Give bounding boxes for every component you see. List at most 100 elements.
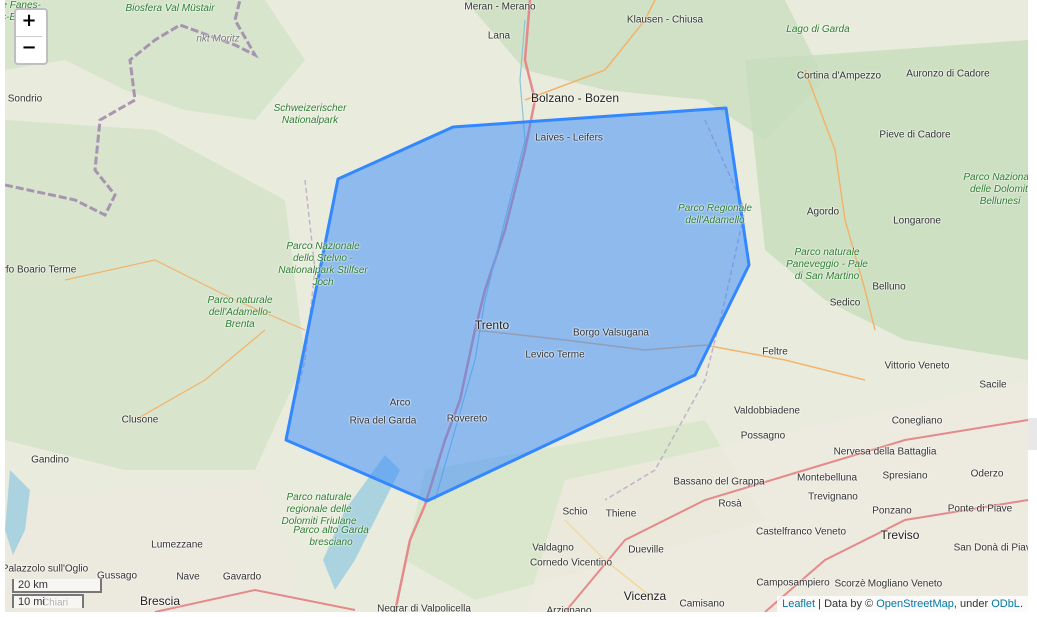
attribution-text: . (1019, 598, 1023, 610)
place-label: Arco (389, 397, 411, 409)
motorway (154, 588, 356, 612)
place-label: Rosà (718, 498, 742, 510)
place-label: Ponte di Piave (947, 503, 1013, 515)
place-label: Vicenza (623, 589, 667, 603)
place-label: Bolzano - Bozen (530, 91, 620, 105)
lake-garda (323, 455, 400, 590)
place-label: Meran - Merano (464, 1, 536, 13)
place-label: Longarone (893, 215, 941, 227)
place-label: Palazzolo sull'Oglio (5, 563, 89, 575)
place-label: Valdagno (532, 542, 574, 554)
attribution-text: , under (953, 598, 992, 610)
place-label: Belluno (872, 281, 906, 293)
place-label: Oderzo (970, 468, 1004, 480)
odbl-link[interactable]: ODbL (991, 598, 1020, 610)
place-label: Clusone (121, 414, 159, 426)
plain-area (525, 380, 1028, 612)
place-label: San Donà di Piave (953, 542, 1028, 554)
place-label: Gavardo (222, 571, 262, 583)
attribution-text: | Data by © (815, 598, 877, 610)
place-label: Auronzo di Cadore (906, 68, 990, 80)
road (64, 259, 306, 331)
place-label: Trevignano (808, 491, 858, 503)
place-label: Scorzè (834, 578, 866, 590)
zoom-in-button[interactable]: + (21, 10, 37, 31)
map-tiles (5, 0, 1028, 612)
place-label: Lana (487, 30, 511, 42)
park-label: Parco Nazionale dello Stelvio - National… (278, 241, 368, 288)
place-label: Gussago (96, 570, 138, 582)
place-label: Nave (176, 571, 200, 583)
place-label: Darfo Boario Terme (5, 264, 77, 276)
place-label: Castelfranco Veneto (755, 526, 847, 538)
road (564, 519, 656, 601)
place-label: Laives - Leifers (535, 132, 603, 144)
place-label: Mogliano Veneto (867, 578, 943, 590)
place-label: Possagno (740, 430, 786, 442)
place-label: Lumezzane (151, 539, 203, 551)
forest-area (5, 0, 305, 120)
area-polygon[interactable] (284, 106, 751, 503)
park-label: Schweizerischer Nationalpark (273, 103, 347, 126)
road (134, 329, 266, 421)
motorway (564, 419, 1028, 612)
forest-area (5, 120, 305, 470)
place-label: Dueville (628, 544, 664, 556)
park-label: Parco Regionale dell'Adamello (678, 203, 752, 226)
place-label: Trento (474, 318, 510, 332)
place-label: Gandino (31, 454, 69, 466)
place-label: Vittorio Veneto (884, 360, 950, 372)
place-label: Montebelluna (796, 472, 858, 484)
place-label: Sacile (979, 379, 1007, 391)
road (524, 0, 656, 101)
park-label: Parco Nazionale delle Dolomiti Bellunesi (963, 172, 1028, 207)
zoom-out-button[interactable]: − (16, 36, 42, 63)
place-label: Agordo (806, 206, 840, 218)
place-label: Treviso (880, 528, 920, 542)
motorway (764, 499, 1028, 612)
scale-km: 20 km (12, 579, 102, 593)
place-label: Levico Terme (525, 349, 585, 361)
place-label: Schio (562, 506, 588, 518)
place-label: Camposampiero (756, 577, 830, 589)
place-label: Nervesa della Battaglia (833, 446, 937, 458)
park-label: Biosfera Val Müstair (125, 3, 215, 14)
park-label: Parco naturale regionale delle Dolomiti … (281, 492, 357, 527)
park-label: Parco alto Garda bresciano (293, 525, 369, 548)
zoom-control: + − (14, 8, 48, 65)
national-border (5, 0, 259, 218)
place-label: Conegliano (891, 415, 943, 427)
place-label: Feltre (762, 346, 788, 358)
place-label: Valdobbiadene (734, 405, 800, 417)
attribution: Leaflet | Data by © OpenStreetMap, under… (777, 596, 1028, 612)
place-label: Thiene (605, 508, 637, 520)
scale-control: 20 km 10 mi (12, 579, 102, 608)
place-label: Sondrio (7, 93, 43, 105)
park-label: Parco naturale Paneveggio - Pale di San … (786, 247, 868, 282)
scrollbar[interactable] (1028, 418, 1037, 450)
place-label: Negrar di Valpolicella (377, 603, 471, 613)
road (804, 69, 876, 331)
forest-area (745, 40, 1028, 360)
place-label: Arzignano (546, 605, 592, 613)
place-label: Cornedo Vicentino (529, 557, 613, 569)
place-label: Ponzano (872, 505, 912, 517)
place-label: Borgo Valsugana (573, 327, 649, 339)
scale-mi: 10 mi (12, 594, 84, 608)
osm-link[interactable]: OpenStreetMap (876, 598, 954, 610)
leaflet-link[interactable]: Leaflet (782, 598, 816, 610)
place-label: nkt Moritz (196, 33, 240, 45)
place-label: Cortina d'Ampezzo (796, 70, 882, 82)
forest-area (465, 0, 825, 140)
place-label: Rovereto (446, 413, 488, 425)
lake-iseo (5, 470, 30, 555)
place-label: Camisano (679, 598, 725, 610)
place-label: Bassano del Grappa (673, 476, 765, 488)
place-label: Riva del Garda (349, 415, 417, 427)
place-label: Brescia (139, 594, 181, 608)
park-label: Lago di Garda (786, 24, 850, 35)
place-label: Spresiano (882, 470, 928, 482)
place-label: Pieve di Cadore (879, 129, 951, 141)
map-view[interactable]: Meran - Merano Klausen - Chiusa Lana Bolzan… (5, 0, 1028, 612)
park-label: Parco naturale dell'Adamello-Brenta (207, 295, 273, 330)
